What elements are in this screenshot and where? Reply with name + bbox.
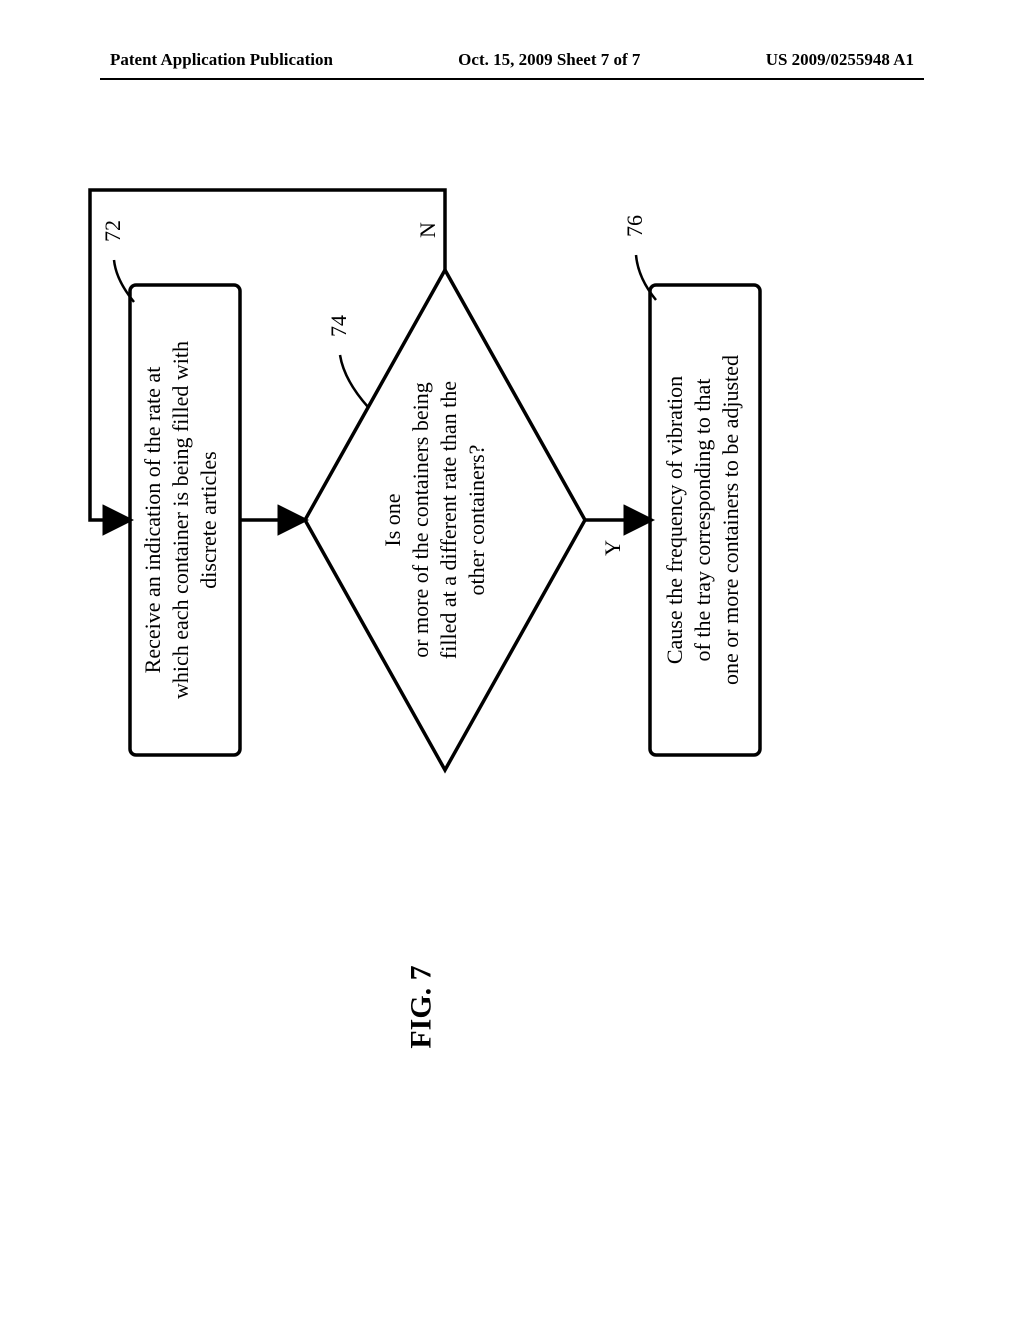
ref-leader-76 (636, 255, 656, 300)
ref-label-72: 72 (100, 220, 125, 242)
process-76-line1: Cause the frequency of vibration (662, 376, 687, 664)
decision-74-line1: Is one (380, 493, 405, 546)
flowchart-canvas: Receive an indication of the rate at whi… (50, 120, 850, 920)
ref-label-74: 74 (326, 315, 351, 337)
decision-74-line3: filled at a different rate than the (436, 381, 461, 659)
edge-no-label: N (415, 222, 440, 238)
ref-leader-74 (340, 355, 368, 407)
header-right: US 2009/0255948 A1 (766, 50, 914, 70)
process-72-line1: Receive an indication of the rate at (140, 367, 165, 674)
process-72-line3: discrete articles (196, 451, 221, 588)
figure-caption: FIG. 7 (405, 965, 439, 1048)
header-center: Oct. 15, 2009 Sheet 7 of 7 (458, 50, 640, 70)
edge-yes-label: Y (600, 540, 625, 556)
process-72-line2: which each container is being filled wit… (168, 341, 193, 699)
header-rule (100, 78, 924, 80)
decision-74-line4: other containers? (464, 445, 489, 596)
process-76-line3: one or more containers to be adjusted (718, 355, 743, 685)
header-left: Patent Application Publication (110, 50, 333, 70)
decision-74-line2: or more of the containers being (408, 382, 433, 658)
process-76-line2: of the tray corresponding to that (690, 379, 715, 662)
flowchart-svg: Receive an indication of the rate at whi… (50, 120, 850, 920)
ref-label-76: 76 (622, 215, 647, 237)
